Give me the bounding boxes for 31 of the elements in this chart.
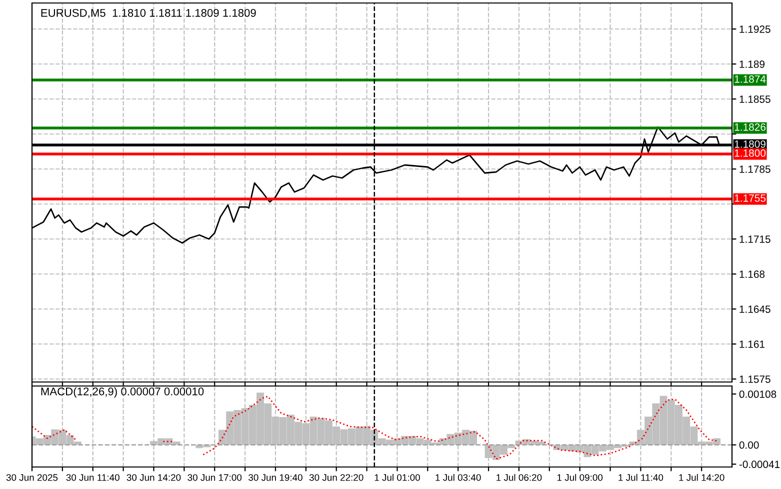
x-tick-label: 1 Jul 11:40	[618, 474, 664, 481]
ref-line-label: 1.1826	[734, 123, 766, 131]
y-tick-label: 0.00	[739, 441, 759, 449]
x-tick-label: 30 Jun 14:20	[126, 474, 181, 481]
y-tick-label: 1.1575	[740, 376, 770, 383]
y-tick-label: 1.1785	[740, 166, 770, 173]
y-tick-label: 1.1925	[740, 26, 770, 33]
y-tick-label: 1.189	[740, 60, 765, 68]
x-tick-label: 30 Jun 2025	[6, 474, 58, 481]
y-tick-label: 1.1645	[740, 306, 770, 313]
x-tick-label: 1 Jul 14:20	[679, 474, 724, 481]
ref-line-label: 1.1809	[734, 140, 766, 148]
y-tick-label: 1.1715	[740, 236, 770, 243]
y-tick-label: -0.00041	[739, 460, 780, 468]
x-tick-label: 30 Jun 11:40	[66, 474, 120, 481]
chart-title: EURUSD,M5 1.1810 1.1811 1.1809 1.1809	[41, 8, 256, 18]
x-tick-label: 1 Jul 03:40	[436, 474, 481, 481]
x-tick-label: 1 Jul 09:00	[557, 474, 603, 481]
ref-line-label: 1.1800	[734, 149, 766, 157]
ref-line-label: 1.1755	[734, 194, 766, 202]
chart-title: MACD(12,26,9) 0.00007 0.00010	[41, 387, 204, 398]
ref-line-label: 1.1874	[734, 75, 766, 83]
x-tick-label: 1 Jul 01:00	[374, 474, 420, 481]
x-tick-label: 1 Jul 06:20	[496, 474, 542, 481]
x-tick-label: 30 Jun 17:00	[188, 474, 242, 481]
y-tick-label: 1.168	[740, 270, 765, 278]
x-tick-label: 30 Jun 19:40	[248, 474, 302, 481]
y-tick-label: 1.1855	[740, 96, 770, 103]
y-tick-label: 1.161	[740, 340, 765, 348]
x-tick-label: 30 Jun 22:20	[309, 474, 364, 481]
y-tick-label: 0.00108	[739, 390, 776, 398]
